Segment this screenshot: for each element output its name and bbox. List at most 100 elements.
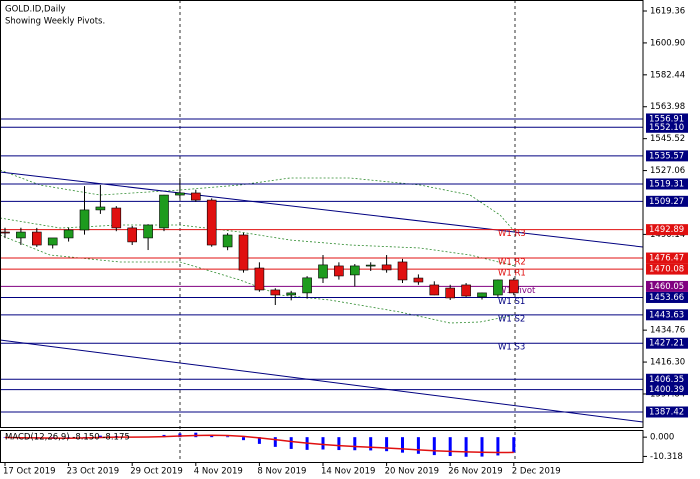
x-tick-label: 14 Nov 2019 xyxy=(321,467,375,477)
candle-body xyxy=(270,289,281,296)
pivot-name: W1 R3 xyxy=(498,229,526,239)
level-label-box xyxy=(646,252,688,264)
candle-body xyxy=(175,192,185,196)
x-tick-label: 26 Nov 2019 xyxy=(448,467,502,477)
macd-bar xyxy=(401,437,404,453)
candle-body xyxy=(397,261,408,281)
macd-bar xyxy=(416,437,420,454)
pivot-name: W1 R2 xyxy=(498,258,526,268)
macd-bar xyxy=(242,437,245,441)
macd-bar xyxy=(512,437,516,453)
pivot-name: W1 S1 xyxy=(498,297,525,307)
level-label: 1509.27 xyxy=(649,197,684,207)
candle-body xyxy=(286,292,297,296)
candle-body xyxy=(63,229,74,239)
candle-body xyxy=(95,206,106,211)
candle-body xyxy=(445,287,456,299)
candle-body xyxy=(254,267,265,291)
candle-body xyxy=(318,264,328,279)
candle-body xyxy=(222,234,233,248)
x-tick-label: 2 Dec 2019 xyxy=(512,467,561,477)
macd-bar xyxy=(98,435,102,438)
candle-body xyxy=(493,279,503,296)
x-tick-label: 29 Oct 2019 xyxy=(130,467,183,477)
candle-body xyxy=(127,227,137,243)
level-label-box xyxy=(646,406,688,418)
y-tick-label: 1582.44 xyxy=(650,70,685,80)
candles xyxy=(0,177,519,306)
y-tick-label: 1619.36 xyxy=(650,6,685,16)
y-tick-label: 1545.52 xyxy=(650,134,685,144)
macd-bar xyxy=(464,437,468,457)
x-tick-label: 23 Oct 2019 xyxy=(67,467,120,477)
macd-bar xyxy=(353,437,357,451)
candle-body xyxy=(413,277,424,283)
macd-y-tick-label: -10.318 xyxy=(650,452,683,462)
pivot-name: W1 S3 xyxy=(498,343,525,353)
candle-body xyxy=(47,237,58,246)
level-label: 1443.63 xyxy=(649,310,684,320)
level-label-box xyxy=(646,384,688,396)
macd-bar xyxy=(496,437,500,456)
x-tick-label: 17 Oct 2019 xyxy=(3,467,56,477)
level-label-box xyxy=(646,195,688,207)
level-label-box xyxy=(646,373,688,385)
macd-frame xyxy=(0,430,644,463)
candle-body xyxy=(16,231,26,239)
macd-bar xyxy=(273,437,277,447)
macd-bar xyxy=(432,437,436,456)
level-label-box xyxy=(646,337,688,349)
macd-bar xyxy=(289,437,293,449)
candle-body xyxy=(334,265,344,277)
level-label: 1492.89 xyxy=(649,225,684,235)
y-tick-label: 1563.98 xyxy=(650,102,685,112)
main-frame xyxy=(0,0,644,428)
level-label: 1535.57 xyxy=(649,151,684,161)
pivot-name: W1 R1 xyxy=(498,269,526,279)
macd-bar xyxy=(3,437,7,438)
candle-body xyxy=(79,209,90,231)
candle-body xyxy=(477,292,487,298)
level-label-box xyxy=(646,291,688,303)
candle-body xyxy=(206,199,217,246)
level-label-box xyxy=(646,113,688,125)
macd-bar xyxy=(448,437,452,457)
macd-bar xyxy=(226,436,230,438)
macd-y-tick-label: 0.000 xyxy=(650,433,674,443)
level-label-box xyxy=(646,224,688,236)
candle-body xyxy=(238,234,249,271)
trend-line xyxy=(0,171,644,248)
x-tick-label: 8 Nov 2019 xyxy=(257,467,306,477)
macd-title: MACD(12,26,9) -8.150 -8.175 xyxy=(5,433,130,443)
x-tick-label: 4 Nov 2019 xyxy=(194,467,243,477)
chart-title: GOLD.ID,Daily xyxy=(5,5,66,15)
level-label: 1519.31 xyxy=(649,179,684,189)
candle-body xyxy=(143,224,153,239)
macd-bar xyxy=(337,437,341,451)
macd-bar xyxy=(369,437,373,451)
candle-body xyxy=(349,265,360,276)
level-label-box xyxy=(646,309,688,321)
y-tick-label: 1434.76 xyxy=(650,326,685,336)
macd-bar xyxy=(257,437,261,444)
level-label-box xyxy=(646,263,688,275)
candle-body xyxy=(31,231,42,246)
candle-body xyxy=(365,264,376,267)
candle-body xyxy=(191,192,201,201)
candle-body xyxy=(381,264,392,271)
level-label: 1427.21 xyxy=(649,339,684,349)
level-label-box xyxy=(646,178,688,190)
candle-body xyxy=(461,284,471,297)
level-label-box xyxy=(646,280,688,292)
level-label: 1470.08 xyxy=(649,265,684,275)
level-label: 1400.39 xyxy=(649,385,684,395)
level-label: 1476.47 xyxy=(649,254,684,264)
level-label: 1406.35 xyxy=(649,375,684,385)
y-tick-label: 1527.06 xyxy=(650,166,685,176)
axis: 1619.36 1600.90 1582.44 1563.98 1545.52 1527.… xyxy=(3,6,688,477)
candle-body xyxy=(0,231,10,234)
trend-line xyxy=(0,339,644,423)
y-tick-label: 1600.90 xyxy=(650,38,685,48)
chart-subtitle: Showing Weekly Pivots. xyxy=(5,17,105,27)
